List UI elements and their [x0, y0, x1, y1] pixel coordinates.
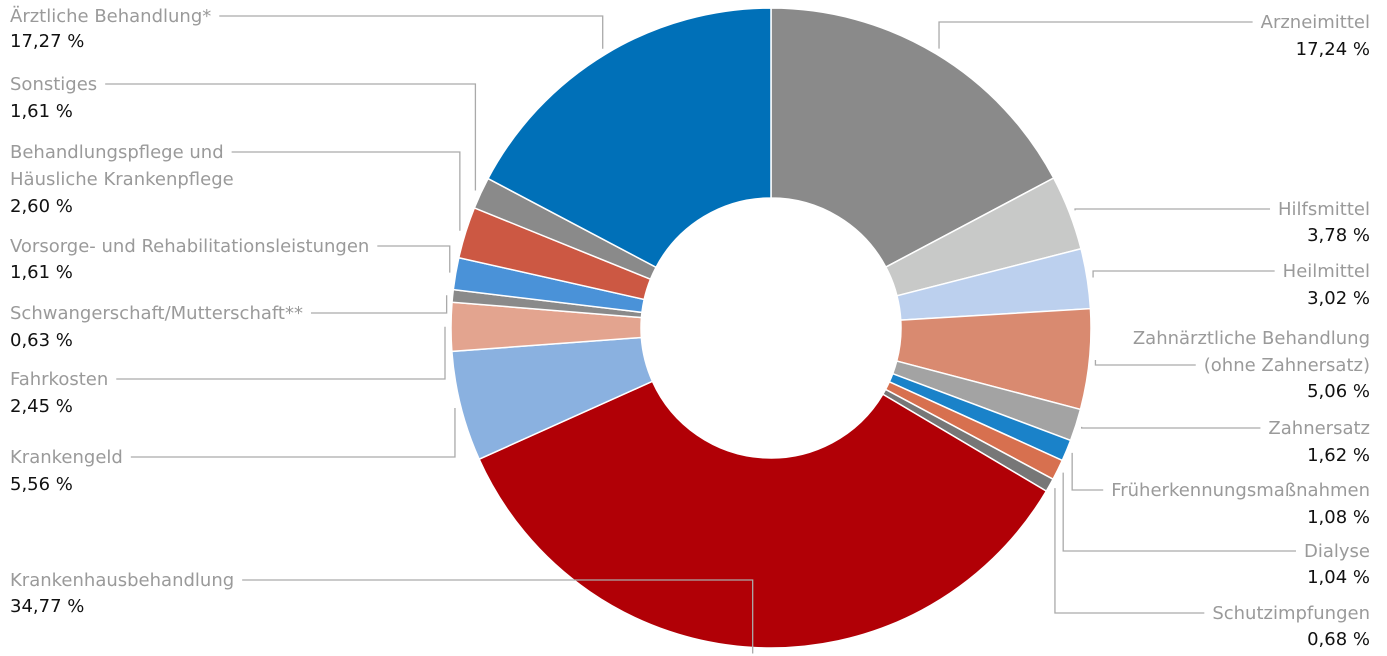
label-line: Häusliche Krankenpflege	[10, 169, 234, 190]
leader-line	[231, 151, 461, 231]
slice-label: Sonstiges	[10, 74, 97, 95]
leader-line	[130, 407, 456, 458]
label-line: Ärztliche Behandlung*	[10, 6, 211, 27]
donut-slice	[487, 7, 772, 269]
slice-label: Ärztliche Behandlung*	[10, 6, 211, 27]
slice-value: 3,78 %	[1307, 225, 1370, 246]
slice-value: 0,63 %	[10, 330, 73, 351]
slice-value: 5,56 %	[10, 474, 73, 495]
slice-label: Schwangerschaft/Mutterschaft**	[10, 303, 303, 324]
label-line: Zahnärztliche Behandlung	[1133, 328, 1370, 349]
slice-value: 2,60 %	[10, 196, 73, 217]
leader-line	[1094, 359, 1196, 366]
leader-line	[219, 15, 604, 49]
leader-line	[1080, 426, 1261, 429]
slice-value: 17,27 %	[10, 31, 84, 52]
label-line: Krankenhausbehandlung	[10, 570, 234, 591]
slice-value: 0,68 %	[1307, 629, 1370, 650]
leader-line	[938, 21, 1253, 49]
slice-label: Zahnärztliche Behandlung (ohne Zahnersatz…	[1133, 328, 1370, 376]
label-line: Heilmittel	[1283, 261, 1370, 282]
slice-label: Krankengeld	[10, 447, 123, 468]
label-line: Dialyse	[1304, 541, 1370, 562]
slice-label: Heilmittel	[1283, 261, 1370, 282]
label-line: Früherkennungsmaßnahmen	[1111, 480, 1370, 501]
label-line: Arzneimittel	[1261, 12, 1370, 33]
slice-label: Vorsorge- und Rehabilitationsleistungen	[10, 236, 369, 257]
donut-slice	[478, 380, 1048, 649]
slice-value: 1,61 %	[10, 101, 73, 122]
label-line: (ohne Zahnersatz)	[1204, 355, 1370, 376]
leader-line	[116, 326, 446, 380]
slice-value: 1,04 %	[1307, 567, 1370, 588]
label-line: Sonstiges	[10, 74, 97, 95]
slice-value: 2,45 %	[10, 396, 73, 417]
label-line: Hilfsmittel	[1278, 199, 1370, 220]
slice-label: Fahrkosten	[10, 369, 108, 390]
slice-value: 1,08 %	[1307, 507, 1370, 528]
slice-value: 3,02 %	[1307, 288, 1370, 309]
label-line: Schutzimpfungen	[1212, 603, 1370, 624]
leader-line	[242, 579, 754, 654]
leader-line	[1074, 208, 1271, 211]
slice-value: 1,62 %	[1307, 445, 1370, 466]
leader-line	[1062, 472, 1296, 552]
slice-label: Schutzimpfungen	[1212, 603, 1370, 624]
slice-label: Hilfsmittel	[1278, 199, 1370, 220]
label-line: Schwangerschaft/Mutterschaft**	[10, 303, 303, 324]
leader-line	[310, 295, 448, 314]
label-line: Krankengeld	[10, 447, 123, 468]
leader-line	[1054, 488, 1205, 614]
slice-value: 17,24 %	[1296, 39, 1370, 60]
label-line: Behandlungspflege und	[10, 142, 224, 163]
slice-value: 34,77 %	[10, 596, 84, 617]
leader-line	[1092, 270, 1275, 278]
slice-label: Zahnersatz	[1268, 418, 1370, 439]
leader-line	[1071, 452, 1104, 491]
leader-line	[377, 245, 451, 273]
slice-label: Behandlungspflege und Häusliche Krankenpf…	[10, 142, 234, 190]
slice-label: Arzneimittel	[1261, 12, 1370, 33]
slice-label: Früherkennungsmaßnahmen	[1111, 480, 1370, 501]
leader-line	[105, 83, 477, 191]
label-line: Fahrkosten	[10, 369, 108, 390]
slice-label: Dialyse	[1304, 541, 1370, 562]
slice-value: 5,06 %	[1307, 381, 1370, 402]
donut-slice	[770, 7, 1055, 269]
slice-value: 1,61 %	[10, 262, 73, 283]
slice-label: Krankenhausbehandlung	[10, 570, 234, 591]
label-line: Zahnersatz	[1268, 418, 1370, 439]
label-line: Vorsorge- und Rehabilitationsleistungen	[10, 236, 369, 257]
